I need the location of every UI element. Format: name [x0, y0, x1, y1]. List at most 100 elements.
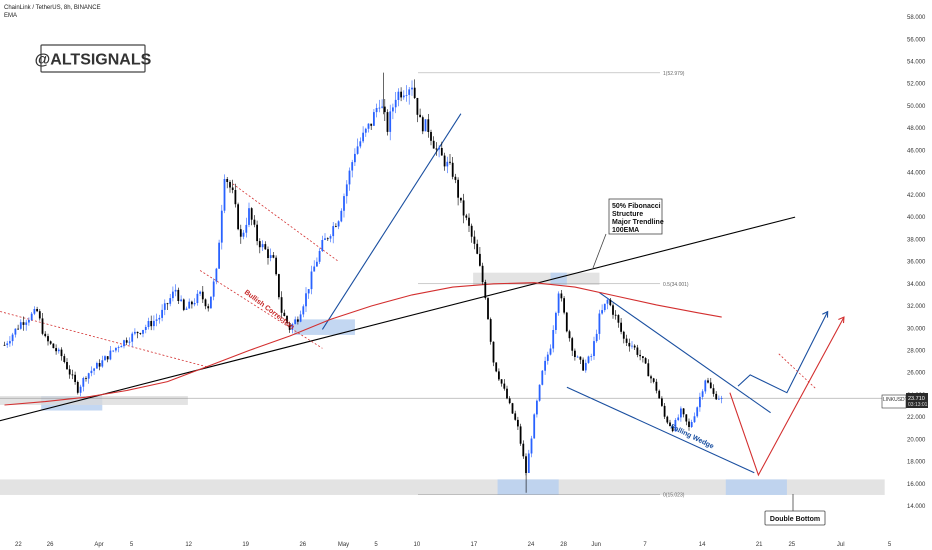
candle-body — [36, 309, 38, 312]
candle-body — [484, 282, 487, 299]
candle-body — [378, 107, 381, 109]
candle-body — [370, 123, 373, 126]
candle-body — [389, 111, 392, 132]
time-tick-label: 17 — [471, 542, 478, 548]
candle-body — [582, 359, 584, 371]
candle-body — [440, 148, 443, 156]
price-tick-label: 14.000 — [907, 504, 926, 510]
ema-layer — [4, 282, 722, 406]
time-tick-label: 7 — [643, 542, 647, 548]
candle-body — [375, 108, 378, 113]
candle-body — [123, 340, 125, 347]
fib-level-label: 0.5(34.001) — [663, 282, 689, 288]
candle-body — [177, 289, 180, 301]
candle-body — [41, 318, 44, 334]
candle-body — [473, 236, 476, 244]
candle-body — [367, 123, 370, 129]
candle-body — [297, 319, 299, 322]
candle-body — [188, 301, 191, 309]
candle-body — [587, 356, 590, 363]
price-tag: LINKUSDT 23.710 03:13:01 — [881, 393, 928, 409]
candle-body — [253, 219, 256, 225]
candle-body — [677, 417, 680, 420]
candle-body — [57, 349, 60, 352]
time-tick-label: 14 — [699, 542, 706, 548]
candle-body — [688, 421, 690, 427]
candle-body — [419, 114, 421, 118]
time-tick-label: 28 — [560, 542, 567, 548]
candle-body — [267, 249, 269, 258]
time-tick-label: May — [338, 542, 349, 548]
candle-body — [166, 303, 169, 305]
price-tick-label: 36.000 — [907, 260, 926, 266]
candle-body — [563, 298, 565, 313]
candle-body — [565, 312, 568, 332]
candle-body — [468, 217, 470, 226]
candle-body — [579, 356, 582, 360]
resistance-zone-blue — [550, 272, 567, 285]
candle-body — [598, 313, 601, 334]
candle-body — [639, 354, 641, 357]
candle-body — [324, 238, 326, 240]
candle-body — [163, 303, 166, 310]
candle-body — [28, 320, 30, 323]
candle-body — [106, 356, 109, 360]
candle-body — [364, 128, 367, 133]
candle-body — [191, 301, 193, 305]
candle-body — [128, 341, 131, 343]
candle-body — [394, 99, 397, 108]
candle-body — [704, 380, 707, 392]
candle-body — [269, 255, 272, 258]
candle-body — [636, 347, 639, 355]
candle-body — [310, 271, 313, 290]
candle-body — [435, 148, 438, 150]
time-tick-label: 24 — [528, 542, 535, 548]
price-tick-label: 48.000 — [907, 126, 926, 132]
candle-body — [220, 210, 223, 243]
candle-body — [343, 196, 345, 211]
candle-body — [335, 226, 337, 227]
candle-body — [460, 197, 462, 201]
candle-body — [278, 274, 280, 298]
candle-body — [305, 293, 307, 307]
candle-body — [674, 420, 677, 432]
candle-body — [55, 348, 57, 352]
candle-body — [47, 336, 49, 342]
price-tick-label: 56.000 — [907, 37, 926, 43]
candle-body — [6, 343, 9, 345]
time-tick-label: Jul — [837, 542, 845, 548]
candle-body — [280, 297, 283, 313]
candle-body — [147, 321, 150, 327]
candle-body — [9, 341, 11, 344]
time-tick-label: 5 — [888, 542, 892, 548]
arrowhead-blue — [822, 310, 829, 318]
bullish-correction-lower — [199, 270, 323, 349]
bottom-zone-1 — [497, 479, 559, 495]
candle-body — [340, 210, 343, 222]
candle-body — [476, 243, 479, 254]
may-support — [321, 113, 462, 330]
candle-body — [359, 141, 362, 147]
candle-body — [223, 179, 226, 211]
indicator-label: EMA — [4, 13, 17, 19]
price-tick-label: 50.000 — [907, 104, 926, 110]
candle-body — [218, 242, 220, 269]
candle-body — [663, 405, 666, 417]
candle-body — [576, 356, 579, 358]
double-bottom-box — [764, 510, 826, 526]
double-bottom-callout: Double Bottom — [764, 494, 826, 526]
price-tick-label: 58.000 — [907, 15, 926, 21]
candle-body — [680, 408, 682, 418]
candle-body — [11, 334, 14, 342]
candle-body — [169, 298, 172, 304]
candle-body — [82, 378, 85, 387]
candle-body — [402, 95, 405, 98]
confluence-line-2: Structure — [612, 211, 643, 218]
candle-body — [421, 117, 424, 132]
projection-blue — [737, 311, 829, 394]
time-tick-label: Apr — [94, 542, 103, 548]
candle-body — [120, 346, 123, 348]
time-tick-label: 21 — [756, 542, 763, 548]
